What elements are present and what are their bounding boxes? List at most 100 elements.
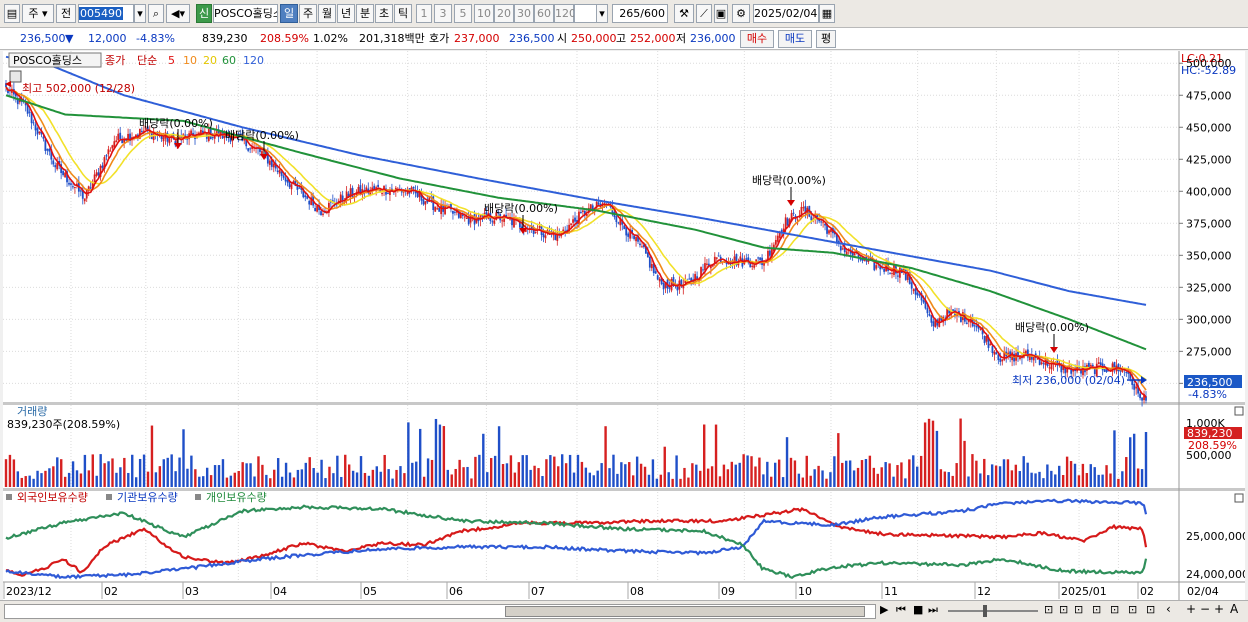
volume-bar — [691, 463, 694, 487]
volume-bar — [549, 455, 552, 487]
foreign-series-marker — [6, 494, 12, 500]
period-tab-minute[interactable]: 분 — [356, 4, 374, 23]
zoom-icon-1[interactable]: ⊡ — [1044, 603, 1054, 616]
period-tab-day[interactable]: 일 — [280, 4, 298, 23]
count-field[interactable]: 265/600 — [612, 4, 668, 23]
zoom-in-icon[interactable]: + — [1186, 602, 1197, 616]
stock-name-field[interactable]: POSCO홀딩스 — [213, 4, 278, 23]
volume-close-icon[interactable] — [1234, 406, 1244, 416]
retail-series-label[interactable]: 개인보유수량 — [206, 491, 267, 504]
buy-button[interactable]: 매수 — [740, 30, 774, 48]
candle-body — [111, 145, 114, 149]
grid-toggle-icon[interactable] — [9, 70, 22, 83]
speaker-icon[interactable]: ◀▾ — [166, 4, 190, 23]
volume-bar — [237, 470, 240, 487]
period-select[interactable]: 주 ▾ — [22, 4, 54, 23]
increase-icon[interactable]: + — [1214, 602, 1225, 616]
interval-1[interactable]: 1 — [416, 4, 432, 23]
rewind-icon[interactable]: ⏮ — [896, 603, 906, 616]
gear-icon[interactable]: ⚙ — [732, 4, 750, 23]
save-icon[interactable]: ▣ — [714, 4, 728, 23]
volume-bar — [766, 461, 769, 487]
x-axis-label: 07 — [531, 585, 545, 598]
scroll-left-icon[interactable]: ‹ — [1166, 602, 1171, 616]
candle-body — [294, 178, 297, 186]
candle-body — [64, 172, 66, 178]
candle-body — [424, 201, 427, 205]
ma10-legend[interactable]: 10 — [183, 54, 197, 67]
ma5-legend[interactable]: 5 — [168, 54, 175, 67]
chart-layout-icon[interactable]: ▤ — [4, 4, 20, 23]
interval-120[interactable]: 120 — [554, 4, 576, 23]
forward-icon[interactable]: ⏭ — [928, 603, 938, 616]
draw-icon[interactable]: ⟋ — [696, 4, 712, 23]
interval-60[interactable]: 60 — [534, 4, 554, 23]
stock-legend-box[interactable] — [8, 52, 102, 68]
interval-20[interactable]: 20 — [494, 4, 514, 23]
candle-body — [583, 210, 586, 216]
zoom-icon-7[interactable]: ⊡ — [1146, 603, 1156, 616]
code-dropdown-icon[interactable]: ▾ — [134, 4, 146, 23]
inst-series-label[interactable]: 기관보유수량 — [117, 491, 178, 504]
interval-30[interactable]: 30 — [514, 4, 534, 23]
chart-navigation-bar: ▶ ⏮ ■ ⏭ ⊡ ⊡ ⊡ ⊡ ⊡ ⊡ ⊡ ‹ + − + A — [0, 600, 1248, 622]
zoom-slider[interactable] — [948, 605, 1038, 617]
candle-body — [276, 170, 279, 173]
period-tab-week[interactable]: 주 — [299, 4, 317, 23]
search-icon[interactable]: ⌕ — [148, 4, 164, 23]
ma60-legend[interactable]: 60 — [222, 54, 236, 67]
interval-3[interactable]: 3 — [434, 4, 452, 23]
zoom-icon-6[interactable]: ⊡ — [1128, 603, 1138, 616]
avg-button[interactable]: 평 — [816, 30, 836, 48]
candle-body — [457, 209, 460, 218]
ma20-legend[interactable]: 20 — [203, 54, 217, 67]
interval-10[interactable]: 10 — [474, 4, 494, 23]
period-tab-tick[interactable]: 틱 — [394, 4, 412, 23]
volume-bar — [40, 473, 43, 487]
volume-bar — [738, 462, 741, 487]
zoom-icon-2[interactable]: ⊡ — [1059, 603, 1069, 616]
volume: 839,230 — [202, 32, 248, 45]
volume-bar — [87, 470, 91, 487]
pane-separator-2[interactable] — [3, 488, 1245, 491]
zoom-icon-5[interactable]: ⊡ — [1110, 603, 1120, 616]
scroll-right-icon[interactable]: ▶ — [880, 603, 889, 616]
date-input[interactable]: 2025/02/04 — [753, 4, 819, 23]
zoom-icon-4[interactable]: ⊡ — [1092, 603, 1102, 616]
candle-body — [168, 138, 171, 144]
x-axis-label: 10 — [798, 585, 812, 598]
pane-separator-1[interactable] — [3, 402, 1245, 405]
ma120-legend[interactable]: 120 — [243, 54, 264, 67]
period-tab-month[interactable]: 월 — [318, 4, 336, 23]
volume-bar — [178, 457, 181, 487]
volume-bar — [734, 464, 737, 487]
sell-button[interactable]: 매도 — [778, 30, 812, 48]
stock-code-input[interactable]: 005490 — [78, 4, 134, 23]
x-axis-label: 02 — [1140, 585, 1154, 598]
period-tab-second[interactable]: 초 — [375, 4, 393, 23]
holdings-close-icon[interactable] — [1234, 493, 1244, 503]
candle-body — [926, 308, 929, 314]
candle-body — [74, 186, 76, 188]
calendar-icon[interactable]: ▦ — [819, 4, 835, 23]
zoom-out-icon[interactable]: − — [1200, 602, 1211, 616]
horizontal-scrollbar[interactable] — [4, 604, 876, 619]
candle-body — [643, 244, 645, 248]
zoom-slider-handle[interactable] — [983, 605, 987, 617]
interval-5[interactable]: 5 — [454, 4, 472, 23]
chart-area[interactable]: POSCO홀딩스 종가 단순 5 10 20 60 120 최고 502,000… — [3, 51, 1245, 600]
candle-body — [1042, 363, 1045, 365]
scroll-thumb[interactable] — [505, 606, 865, 617]
volume-bar — [52, 466, 55, 487]
candle-body — [454, 211, 456, 213]
tools-icon[interactable]: ⚒ — [674, 4, 694, 23]
candle-body — [828, 230, 830, 234]
text-icon[interactable]: A — [1230, 602, 1239, 616]
stop-icon[interactable]: ■ — [913, 603, 924, 616]
interval-dropdown-icon[interactable]: ▾ — [596, 4, 608, 23]
period-tab-year[interactable]: 년 — [337, 4, 355, 23]
candle-body — [505, 214, 508, 217]
foreign-series-label[interactable]: 외국인보유수량 — [17, 491, 88, 504]
zoom-icon-3[interactable]: ⊡ — [1074, 603, 1084, 616]
prefix-select[interactable]: 전 — [56, 4, 76, 23]
